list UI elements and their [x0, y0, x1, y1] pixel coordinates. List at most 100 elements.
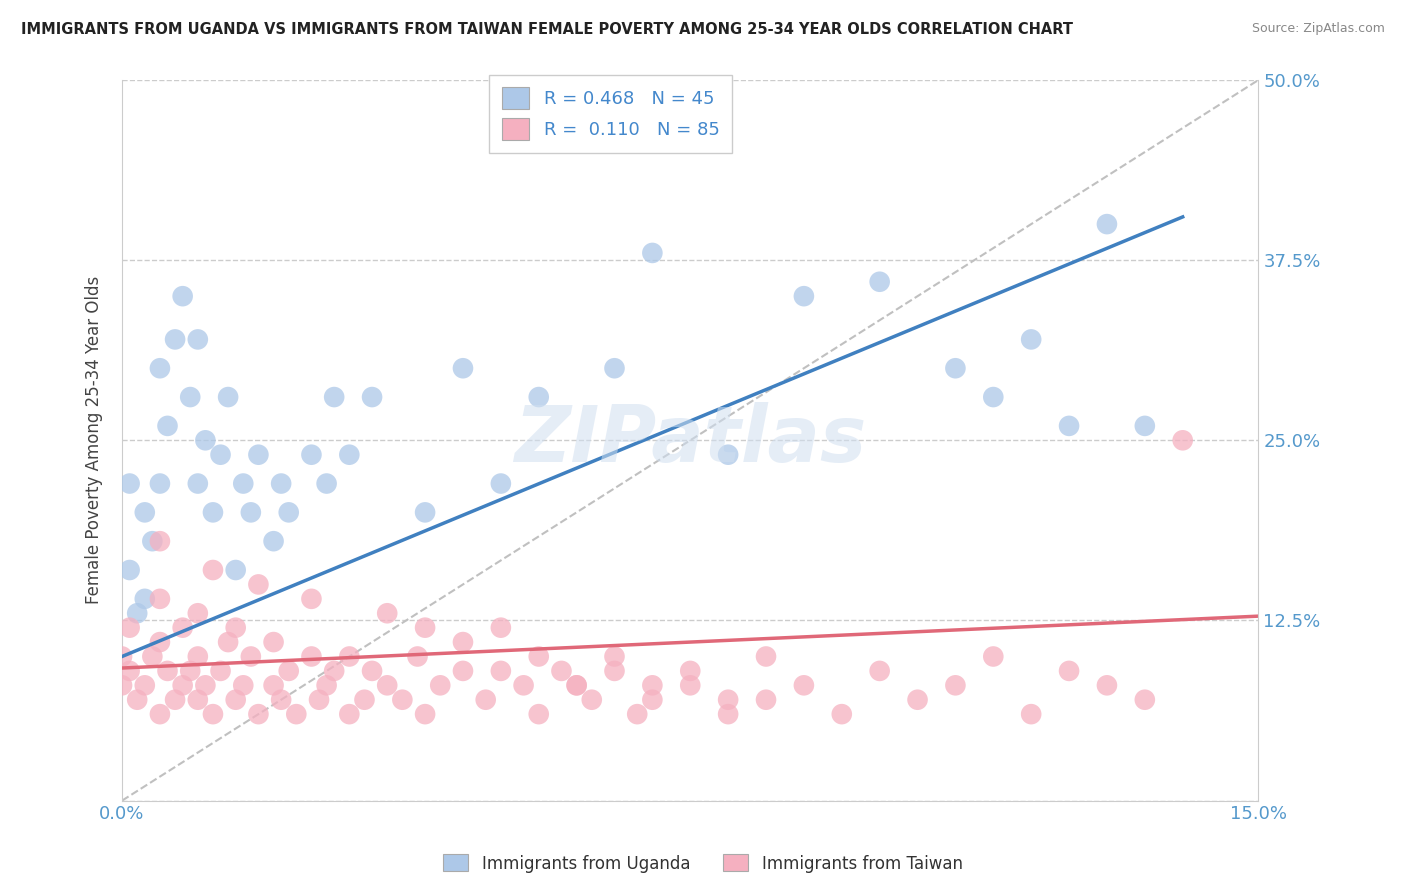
Point — [981, 390, 1004, 404]
Point — [149, 707, 172, 722]
Point — [201, 707, 224, 722]
Point — [489, 621, 512, 635]
Point — [127, 607, 149, 621]
Point — [247, 707, 270, 722]
Point — [149, 635, 172, 649]
Point — [641, 246, 664, 260]
Point — [406, 649, 429, 664]
Point — [149, 361, 172, 376]
Point — [375, 607, 398, 621]
Point — [118, 621, 141, 635]
Point — [869, 275, 891, 289]
Point — [225, 621, 247, 635]
Point — [1095, 678, 1118, 692]
Point — [474, 692, 496, 706]
Point — [301, 649, 323, 664]
Point — [831, 707, 853, 722]
Point — [717, 448, 740, 462]
Point — [527, 390, 550, 404]
Point — [907, 692, 929, 706]
Point — [315, 678, 337, 692]
Point — [1133, 418, 1156, 433]
Y-axis label: Female Poverty Among 25-34 Year Olds: Female Poverty Among 25-34 Year Olds — [86, 277, 103, 605]
Point — [285, 707, 308, 722]
Point — [755, 649, 778, 664]
Point — [111, 649, 134, 664]
Point — [1019, 333, 1042, 347]
Point — [1057, 418, 1080, 433]
Point — [603, 649, 626, 664]
Point — [679, 678, 702, 692]
Point — [263, 678, 285, 692]
Point — [172, 289, 194, 303]
Point — [217, 635, 239, 649]
Point — [489, 476, 512, 491]
Point — [353, 692, 375, 706]
Point — [277, 664, 299, 678]
Point — [1057, 664, 1080, 678]
Point — [165, 333, 187, 347]
Point — [641, 678, 664, 692]
Point — [308, 692, 330, 706]
Point — [141, 649, 163, 664]
Point — [391, 692, 413, 706]
Text: ZIPatlas: ZIPatlas — [515, 402, 866, 478]
Point — [451, 664, 474, 678]
Point — [337, 448, 360, 462]
Point — [755, 692, 778, 706]
Point — [337, 649, 360, 664]
Point — [127, 692, 149, 706]
Point — [194, 434, 217, 448]
Point — [361, 664, 384, 678]
Point — [217, 390, 239, 404]
Point — [270, 476, 292, 491]
Point — [945, 678, 967, 692]
Point — [717, 692, 740, 706]
Point — [717, 707, 740, 722]
Point — [603, 361, 626, 376]
Point — [277, 505, 299, 519]
Point — [451, 635, 474, 649]
Point — [149, 534, 172, 549]
Point — [869, 664, 891, 678]
Point — [263, 534, 285, 549]
Point — [565, 678, 588, 692]
Point — [156, 664, 179, 678]
Point — [187, 692, 209, 706]
Point — [118, 664, 141, 678]
Point — [239, 649, 262, 664]
Point — [1133, 692, 1156, 706]
Point — [981, 649, 1004, 664]
Point — [187, 649, 209, 664]
Point — [149, 476, 172, 491]
Point — [641, 692, 664, 706]
Point — [201, 505, 224, 519]
Point — [679, 664, 702, 678]
Legend: R = 0.468   N = 45, R =  0.110   N = 85: R = 0.468 N = 45, R = 0.110 N = 85 — [489, 75, 733, 153]
Point — [429, 678, 451, 692]
Point — [527, 707, 550, 722]
Point — [179, 664, 201, 678]
Point — [512, 678, 534, 692]
Point — [149, 591, 172, 606]
Point — [187, 476, 209, 491]
Point — [413, 621, 436, 635]
Point — [550, 664, 572, 678]
Point — [134, 505, 156, 519]
Point — [179, 390, 201, 404]
Point — [361, 390, 384, 404]
Point — [209, 448, 232, 462]
Point — [527, 649, 550, 664]
Point — [118, 563, 141, 577]
Point — [172, 678, 194, 692]
Point — [141, 534, 163, 549]
Point — [263, 635, 285, 649]
Point — [172, 621, 194, 635]
Point — [489, 664, 512, 678]
Point — [209, 664, 232, 678]
Point — [187, 333, 209, 347]
Point — [793, 678, 815, 692]
Point — [451, 361, 474, 376]
Point — [323, 390, 346, 404]
Point — [945, 361, 967, 376]
